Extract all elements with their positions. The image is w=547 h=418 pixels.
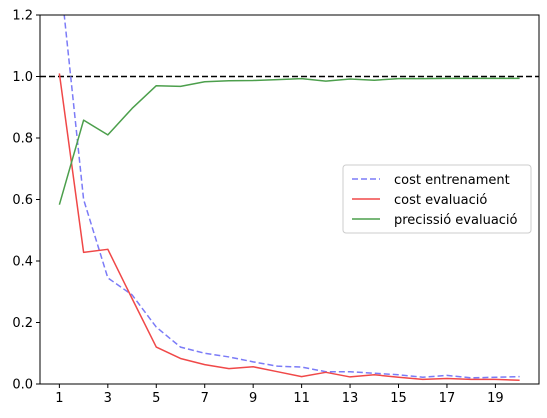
y-tick-label: 1.0 [12,70,33,85]
legend-label-cost-entrenament: cost entrenament [394,173,510,188]
legend: cost entrenament cost evaluació precissi… [342,164,532,234]
x-tick-label: 19 [487,391,504,406]
y-tick-label: 0.4 [12,255,33,270]
x-tick-label: 5 [152,391,160,406]
legend-label-precissio-evaluacio: precissió evaluació [394,213,518,228]
x-tick-label: 13 [342,391,359,406]
y-tick-label: 0.8 [12,132,33,147]
x-tick-label: 1 [55,391,63,406]
y-tick-label: 1.2 [12,9,33,24]
legend-box [342,164,532,234]
x-tick-label: 15 [390,391,407,406]
y-tick-label: 0.6 [12,193,33,208]
legend-label-cost-evaluacio: cost evaluació [394,193,487,208]
axis-layer: 1 3 5 7 9 11 13 15 17 190.00.20.40.60.81.01.2 [12,9,503,407]
x-tick-label: 7 [201,391,209,406]
series-line-0 [63,15,520,379]
series-line-1 [58,73,520,382]
x-tick-label: 9 [249,391,257,406]
y-tick-label: 0.2 [12,316,33,331]
x-tick-label: 17 [439,391,456,406]
series-line-2 [58,77,520,205]
x-tick-label: 11 [293,391,310,406]
y-tick-label: 0.0 [12,378,33,393]
series-layer [40,15,539,382]
x-tick-label: 3 [104,391,112,406]
